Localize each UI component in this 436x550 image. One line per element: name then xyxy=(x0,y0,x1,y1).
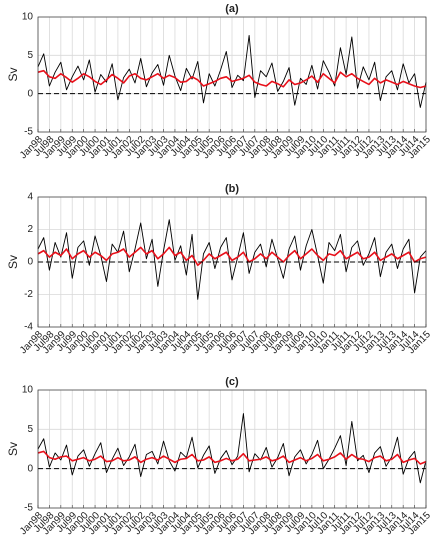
chart-title: (c) xyxy=(225,376,239,388)
y-tick-label: 4 xyxy=(27,192,33,203)
y-tick-label: 5 xyxy=(27,424,33,435)
y-tick-label: 2 xyxy=(27,224,33,235)
y-tick-label: 5 xyxy=(27,50,33,61)
y-tick-label: 0 xyxy=(27,88,33,99)
series-line xyxy=(37,69,427,89)
y-axis-label: Sv xyxy=(6,255,20,269)
y-tick-label: -5 xyxy=(24,127,33,138)
chart-title: (b) xyxy=(225,183,239,195)
y-tick-label: -5 xyxy=(24,503,33,514)
axes-frame xyxy=(37,389,427,509)
y-tick-label: -2 xyxy=(24,289,33,300)
y-tick-label: 0 xyxy=(27,257,33,268)
axes-frame xyxy=(37,16,427,133)
y-tick-label: 0 xyxy=(27,463,33,474)
axes-frame xyxy=(37,196,427,328)
series-line xyxy=(37,413,427,484)
y-axis-label: Sv xyxy=(6,67,20,81)
y-tick-label: 10 xyxy=(22,12,34,23)
series-line xyxy=(37,450,427,465)
y-tick-label: -4 xyxy=(24,322,33,333)
y-tick-label: 10 xyxy=(22,385,34,396)
series-line xyxy=(37,34,427,108)
y-axis-label: Sv xyxy=(6,442,20,456)
series-line xyxy=(37,246,427,267)
chart-title: (a) xyxy=(225,3,239,15)
